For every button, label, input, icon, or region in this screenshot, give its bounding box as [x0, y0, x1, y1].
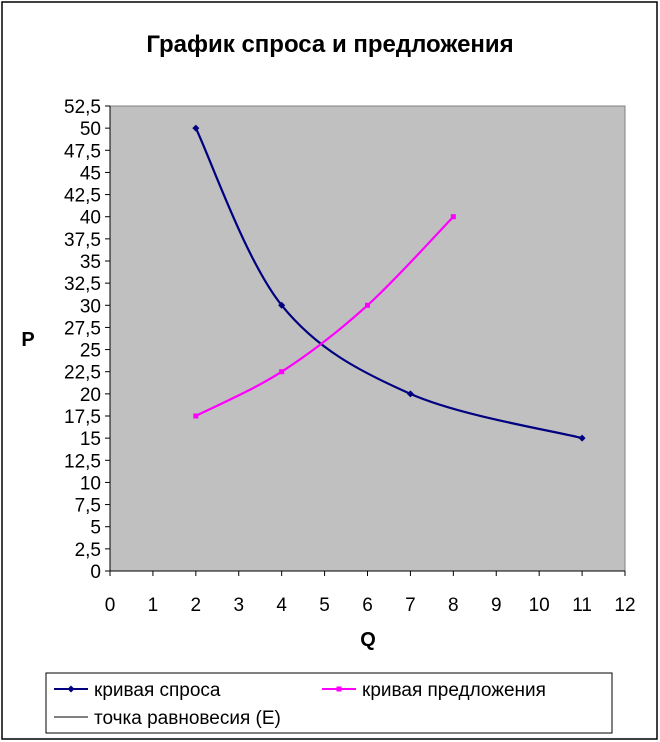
- y-tick-label: 37,5: [64, 230, 101, 251]
- legend-marker: [67, 685, 75, 693]
- legend: кривая спроса кривая предложения точка рав…: [54, 680, 546, 729]
- data-point: [406, 390, 414, 398]
- y-tick-label: 30: [80, 296, 101, 317]
- data-point: [450, 214, 456, 220]
- data-point: [365, 302, 370, 308]
- y-tick-label: 32,5: [64, 274, 101, 295]
- y-tick-label: 47,5: [64, 141, 101, 162]
- plot-area: [109, 105, 626, 572]
- legend-box: [45, 672, 613, 734]
- data-point: [279, 369, 285, 375]
- x-tick-label: 7: [405, 595, 416, 616]
- tick-labels: 02,557,51012,51517,52022,52527,53032,535…: [64, 97, 636, 616]
- series-line-0: [194, 127, 583, 440]
- y-tick-label: 0: [90, 562, 101, 583]
- axes: [105, 105, 626, 576]
- x-axis-label: Q: [360, 629, 376, 651]
- x-tick-label: 12: [614, 595, 635, 616]
- chart-title: График спроса и предложения: [146, 31, 513, 58]
- y-tick-label: 27,5: [64, 318, 101, 339]
- series-line-1: [195, 215, 455, 417]
- y-tick-label: 12,5: [64, 451, 101, 472]
- x-tick-label: 9: [491, 595, 502, 616]
- legend-label: кривая спроса: [94, 680, 221, 701]
- x-tick-label: 5: [319, 595, 330, 616]
- x-tick-label: 6: [362, 595, 373, 616]
- y-tick-label: 15: [80, 429, 101, 450]
- x-tick-label: 2: [191, 595, 202, 616]
- series-group: [192, 124, 586, 442]
- y-tick-label: 42,5: [64, 186, 101, 207]
- x-tick-label: 1: [148, 595, 159, 616]
- y-tick-label: 17,5: [64, 407, 101, 428]
- data-point: [192, 124, 200, 132]
- x-tick-label: 8: [448, 595, 459, 616]
- legend-label: кривая предложения: [362, 680, 546, 701]
- data-point: [578, 434, 586, 442]
- x-tick-label: 11: [572, 595, 592, 616]
- y-axis-label: P: [21, 329, 34, 351]
- legend-marker: [336, 686, 342, 692]
- y-tick-label: 10: [80, 473, 101, 494]
- y-tick-label: 45: [80, 163, 101, 184]
- x-tick-label: 3: [233, 595, 244, 616]
- legend-label: точка равновесия (E): [94, 708, 281, 729]
- x-tick-label: 4: [276, 595, 287, 616]
- x-tick-label: 0: [105, 595, 116, 616]
- y-tick-label: 22,5: [64, 363, 101, 384]
- y-tick-label: 25: [80, 341, 101, 362]
- data-point: [193, 413, 199, 419]
- y-tick-label: 5: [90, 518, 101, 539]
- y-tick-label: 35: [80, 252, 101, 273]
- y-tick-label: 7,5: [75, 496, 101, 517]
- y-tick-label: 40: [80, 208, 101, 229]
- y-tick-label: 20: [80, 385, 101, 406]
- y-tick-label: 50: [80, 119, 101, 140]
- data-point: [278, 301, 286, 309]
- y-tick-label: 2,5: [75, 540, 101, 561]
- x-tick-label: 10: [529, 595, 550, 616]
- y-tick-label: 52,5: [64, 97, 101, 118]
